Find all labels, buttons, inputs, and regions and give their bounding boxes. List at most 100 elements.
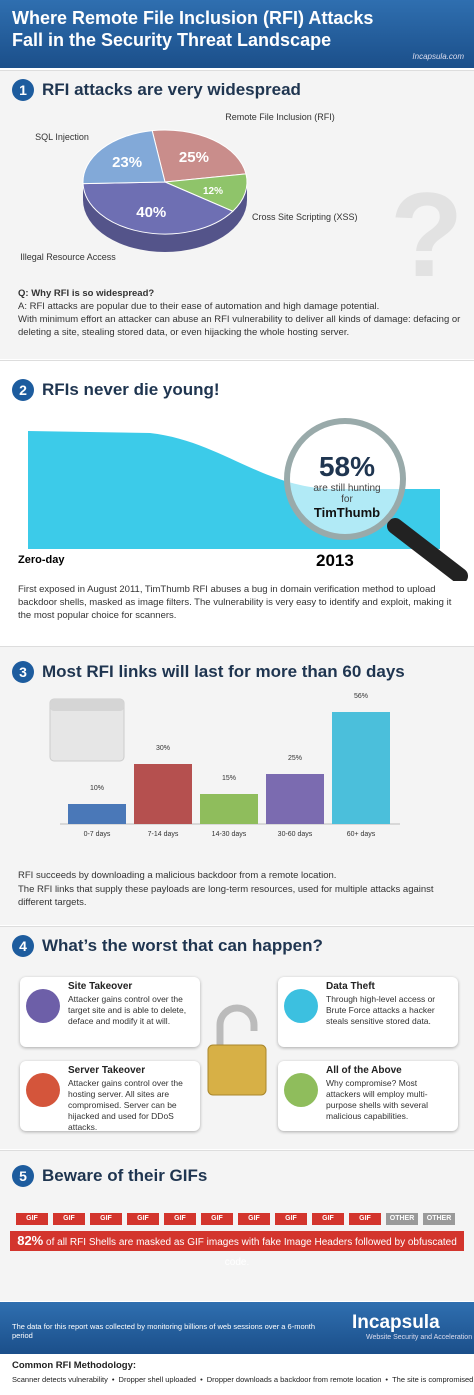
method-step: The site is compromised [392,1375,474,1384]
method-step: Dropper shell uploaded [118,1375,197,1384]
bar-value-label: 25% [288,755,302,762]
slice-label: Cross Site Scripting (XSS) [252,212,358,222]
magnifier [284,418,406,540]
stat-text: are still hunting for [313,483,381,505]
section-number: 4 [12,935,34,957]
title-line: Where Remote File Inclusion (RFI) Attack… [12,8,374,28]
bar [266,774,324,824]
pie-slice [82,181,234,235]
question: Q: Why RFI is so widespread? [18,288,155,299]
card: Server Takeover Attacker gains control ov… [20,1061,200,1132]
card-text: Why compromise? Most attackers will empl… [326,1078,429,1121]
answer: A: RFI attacks are popular due to their … [18,301,380,312]
bar-chart: 10% 0-7 days 30% 7-14 days 15% 14-30 days 25% 3… [60,693,400,838]
card-text: Attacker gains control over the target s… [68,994,187,1026]
icon [284,989,318,1023]
bar-category: 7-14 days [148,831,179,838]
bar-value-label: 56% [354,693,368,700]
decoration [216,1004,258,1047]
card: All of the Above Why compromise? Most att… [278,1061,458,1131]
stat-banner: 82% of all RFI Shells are masked as GIF … [10,1231,464,1268]
bar-value-label: 15% [222,775,236,782]
bar-value-label: 10% [90,785,104,792]
method-step: Dropper downloads a backdoor from remote… [206,1375,382,1384]
gif-tag: OTHER [386,1213,418,1225]
pie-slice [151,129,247,183]
lock-icon [207,1004,267,1096]
gif-tag: GIF [127,1213,159,1225]
separator: • [385,1375,389,1384]
footer-note: The data for this report was collected b… [12,1322,316,1340]
area-graphic [28,418,468,581]
icon [26,1073,60,1107]
tagline: Website Security and Acceleration [366,1334,473,1341]
tag-row: GIF GIF GIF GIF GIF GIF GIF GIF GIF GIF OTHER OTHER [16,1213,466,1227]
bar [200,794,258,824]
start-label: Zero-day [18,554,65,566]
section-number: 3 [12,661,34,683]
detail: With minimum effort an attacker can abus… [18,314,461,338]
title-line: Fall in the Security Threat Landscape [12,30,332,50]
slice-value-label: 40% [136,204,166,221]
section-5: 5 Beware of their GIFs GIF GIF GIF GIF GIF GI… [0,1150,474,1301]
decoration [207,1044,267,1096]
gif-tag: GIF [16,1213,48,1225]
gif-tag: OTHER [423,1213,455,1225]
gif-tag: GIF [275,1213,307,1225]
card: Data Theft Through high-level access or B… [278,977,458,1047]
stat-box: 58% are still hunting for TimThumb [292,451,402,520]
body: First exposed in August 2011, TimThumb R… [18,584,452,621]
section-number: 2 [12,379,34,401]
slice-value-label: 25% [179,149,209,166]
bar [68,804,126,824]
section-4: 4 What’s the worst that can happen? Site… [0,926,474,1149]
slice-value-label: 23% [112,154,142,171]
pie-slice [82,130,166,185]
bar [134,764,192,824]
card-text: Attacker gains control over the hosting … [68,1078,183,1132]
bar-category: 30-60 days [278,831,313,838]
bar-value-label: 30% [156,745,170,752]
bar-category: 60+ days [347,831,376,838]
method-title: Common RFI Methodology: [12,1360,137,1371]
slice-label: Illegal Resource Access [20,252,116,262]
section-heading: What’s the worst that can happen? [42,936,323,955]
gif-tag: GIF [238,1213,270,1225]
magnifier-handle [387,518,468,581]
bar-category: 0-7 days [84,831,111,838]
card-title: All of the Above [326,1065,402,1076]
gif-tag: GIF [53,1213,85,1225]
header: Where Remote File Inclusion (RFI) Attack… [0,0,474,68]
method-step: Scanner detects vulnerability [12,1375,108,1384]
section-heading: Most RFI links will last for more than 6… [42,662,405,681]
separator: • [200,1375,203,1384]
calendar-icon [49,698,125,762]
section-2: 2 RFIs never die young! 58% are still hu… [0,360,474,645]
gif-tag: GIF [164,1213,196,1225]
pie-slice [163,173,248,212]
bar [332,712,390,824]
section-1: 1 RFI attacks are very widespread ? Q: W… [0,70,474,359]
section-heading: RFIs never die young! [42,380,220,399]
gif-tag: GIF [90,1213,122,1225]
footer-banner: The data for this report was collected b… [0,1302,474,1354]
gif-tag: GIF [312,1213,344,1225]
pie-chart: 25% Remote File Inclusion (RFI) 12% Cross S… [20,112,358,262]
section-3: 3 Most RFI links will last for more than… [0,646,474,925]
decoration [50,699,124,711]
section-heading: Beware of their GIFs [42,1166,208,1185]
card-title: Site Takeover [68,981,133,992]
stat: 82% [17,1233,44,1248]
brand: Incapsula [352,1312,440,1333]
gif-tag: GIF [349,1213,381,1225]
end-label: 2013 [316,551,354,570]
body-line: RFI succeeds by downloading a malicious … [18,870,337,881]
card-title: Server Takeover [68,1065,146,1076]
section-number: 5 [12,1165,34,1187]
stat-text: of all RFI Shells are masked as GIF imag… [46,1237,457,1268]
method-steps: Scanner detects vulnerability • Dropper sh… [12,1375,474,1384]
stat-target: TimThumb [313,505,381,520]
slice-label: Remote File Inclusion (RFI) [225,112,335,122]
bar-category: 14-30 days [212,831,247,838]
